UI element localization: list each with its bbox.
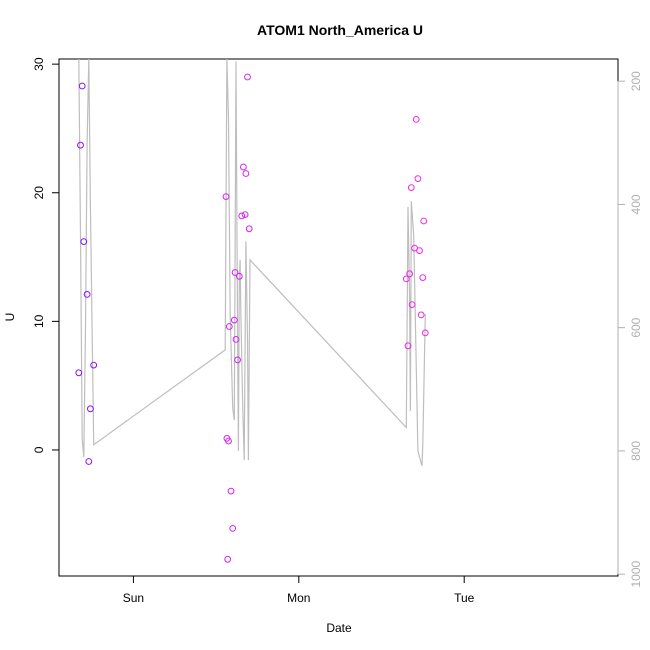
data-point — [417, 311, 425, 319]
data-point — [230, 316, 238, 324]
data-point — [404, 342, 412, 350]
data-point — [78, 82, 86, 90]
y-tick-label: 0 — [32, 446, 46, 453]
point-layer — [75, 73, 429, 563]
x-tick-label: Sun — [123, 591, 144, 605]
y2-tick-label: 400 — [629, 194, 643, 214]
data-point — [406, 270, 414, 278]
data-point — [232, 336, 240, 343]
data-point — [407, 184, 415, 192]
y2-tick-label: 800 — [629, 441, 643, 461]
series-line — [78, 59, 426, 466]
data-point — [419, 274, 427, 282]
data-point — [242, 170, 250, 177]
data-point — [75, 369, 83, 377]
x-tick-label: Tue — [454, 591, 475, 605]
data-point — [416, 247, 423, 255]
y2-tick-label: 1000 — [629, 560, 643, 587]
data-point — [412, 116, 420, 123]
data-point — [90, 361, 98, 369]
data-point — [241, 211, 249, 219]
data-point — [224, 555, 232, 563]
data-point — [225, 323, 233, 330]
plot-frame — [58, 58, 619, 577]
data-point — [235, 272, 243, 280]
data-point — [414, 175, 422, 183]
line-layer — [78, 59, 426, 466]
y-tick-label: 10 — [32, 314, 46, 328]
data-point — [83, 291, 91, 298]
data-point — [421, 329, 429, 337]
data-point — [245, 225, 253, 233]
data-point — [227, 487, 235, 495]
y2-tick-label: 200 — [629, 71, 643, 91]
data-point — [77, 141, 84, 149]
x-tick-label: Mon — [287, 591, 310, 605]
data-point — [225, 437, 232, 445]
data-point — [402, 275, 410, 283]
data-point — [408, 301, 416, 309]
x-axis: Sun Mon Tue — [123, 575, 475, 605]
y-tick-label: 30 — [32, 57, 46, 71]
data-point — [85, 458, 93, 465]
y-axis-label: U — [3, 313, 17, 322]
data-point — [240, 163, 247, 171]
y-axis: 0 10 20 30 — [32, 57, 60, 453]
data-point — [222, 193, 230, 201]
y2-tick-label: 600 — [629, 317, 643, 337]
data-point — [238, 212, 246, 220]
data-point — [231, 269, 239, 276]
data-point — [87, 405, 94, 413]
chart-title: ATOM1 North_America U — [257, 22, 423, 38]
data-point — [244, 73, 251, 81]
data-point — [420, 217, 428, 225]
y-tick-label: 20 — [32, 186, 46, 200]
x-axis-label: Date — [326, 621, 352, 635]
data-point — [229, 525, 237, 532]
data-point — [80, 238, 88, 246]
data-point — [234, 356, 242, 364]
y2-axis: 200 400 600 800 1000 — [617, 71, 643, 588]
